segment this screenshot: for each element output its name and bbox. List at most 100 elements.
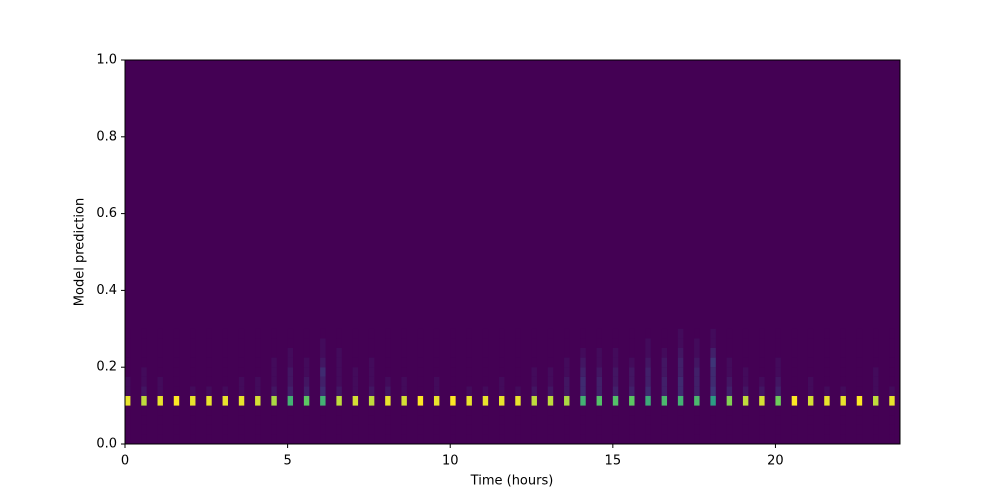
heatmap-cell xyxy=(368,348,375,358)
heatmap-cell xyxy=(255,367,261,377)
heatmap-cell xyxy=(856,415,863,425)
heatmap-cell xyxy=(547,424,554,435)
heatmap-cell xyxy=(515,415,521,425)
heatmap-cell xyxy=(531,434,537,444)
heatmap-cell xyxy=(775,396,781,406)
heatmap-cell xyxy=(255,396,261,406)
heatmap-cell xyxy=(417,338,424,348)
heatmap-cell xyxy=(222,357,228,368)
heatmap-cell xyxy=(775,386,781,396)
heatmap-cell xyxy=(889,396,895,406)
heatmap-cell xyxy=(287,415,294,425)
heatmap-cell xyxy=(125,338,131,348)
heatmap-cell xyxy=(564,434,570,444)
heatmap-cell xyxy=(661,405,668,416)
heatmap-cell xyxy=(596,396,602,406)
heatmap-cell xyxy=(385,328,391,339)
heatmap-cell xyxy=(661,396,668,406)
heatmap-cell xyxy=(629,357,635,368)
heatmap-cell xyxy=(824,357,830,368)
heatmap-cell xyxy=(190,328,196,339)
heatmap-cell xyxy=(157,386,163,396)
heatmap-cell xyxy=(271,367,277,377)
heatmap-cell xyxy=(807,367,814,377)
heatmap-cell xyxy=(596,338,602,348)
heatmap-cell xyxy=(271,405,277,416)
heatmap-cell xyxy=(352,357,359,368)
heatmap-cell xyxy=(320,348,326,358)
heatmap-cell xyxy=(645,396,651,406)
heatmap-cell xyxy=(271,338,277,348)
heatmap-cell xyxy=(417,434,424,444)
heatmap-cell xyxy=(807,376,814,387)
heatmap-cell xyxy=(271,376,277,387)
heatmap-cell xyxy=(271,424,277,435)
heatmap-cell xyxy=(433,348,440,358)
heatmap-cell xyxy=(612,328,619,339)
heatmap-cell xyxy=(141,405,147,416)
heatmap-cell xyxy=(759,367,765,377)
heatmap-cell xyxy=(547,415,554,425)
heatmap-cell xyxy=(336,396,342,406)
heatmap-cell xyxy=(417,424,424,435)
heatmap-cell xyxy=(287,405,294,416)
heatmap-cell xyxy=(320,415,326,425)
heatmap-cell xyxy=(352,376,359,387)
heatmap-cell xyxy=(515,328,521,339)
heatmap-cell xyxy=(499,376,505,387)
heatmap-cell xyxy=(759,376,765,387)
heatmap-cell xyxy=(417,367,424,377)
heatmap-cell xyxy=(889,434,895,444)
heatmap-cell xyxy=(303,376,310,387)
heatmap-cell xyxy=(775,424,781,435)
x-axis-label: Time (hours) xyxy=(470,474,554,489)
heatmap-cell xyxy=(515,386,521,396)
heatmap-cell xyxy=(320,434,326,444)
heatmap-cell xyxy=(222,338,228,348)
heatmap-cell xyxy=(856,357,863,368)
heatmap-cell xyxy=(515,405,521,416)
heatmap-cell xyxy=(401,386,407,396)
heatmap-cell xyxy=(710,405,716,416)
heatmap-cell xyxy=(336,415,342,425)
heatmap-cell xyxy=(856,338,863,348)
heatmap-cell xyxy=(531,424,537,435)
heatmap-cell xyxy=(564,328,570,339)
heatmap-cell xyxy=(889,357,895,368)
y-tick-label: 0.4 xyxy=(96,283,117,298)
heatmap-cell xyxy=(564,376,570,387)
heatmap-cell xyxy=(368,357,375,368)
heatmap-cell xyxy=(564,396,570,406)
heatmap-cell xyxy=(385,424,391,435)
heatmap-cell xyxy=(612,376,619,387)
heatmap-cell xyxy=(125,386,131,396)
heatmap-cell xyxy=(547,348,554,358)
heatmap-cell xyxy=(612,348,619,358)
heatmap-cell xyxy=(726,434,733,444)
heatmap-cell xyxy=(661,328,668,339)
heatmap-cell xyxy=(840,434,846,444)
heatmap-cell xyxy=(287,424,294,435)
heatmap-cell xyxy=(531,386,537,396)
heatmap-cell xyxy=(287,367,294,377)
heatmap-cell xyxy=(531,376,537,387)
x-tick-label: 20 xyxy=(767,454,784,469)
heatmap-cell xyxy=(336,424,342,435)
heatmap-cell xyxy=(873,396,879,406)
heatmap-cell xyxy=(824,434,830,444)
heatmap-cell xyxy=(807,338,814,348)
heatmap-cell xyxy=(645,405,651,416)
heatmap-cell xyxy=(694,405,700,416)
heatmap-cell xyxy=(694,396,700,406)
heatmap-cell xyxy=(661,424,668,435)
heatmap-cell xyxy=(499,434,505,444)
y-tick-label: 1.0 xyxy=(96,53,117,68)
heatmap-cell xyxy=(141,415,147,425)
heatmap-cell xyxy=(661,357,668,368)
heatmap-cell xyxy=(222,376,228,387)
heatmap-cell xyxy=(694,386,700,396)
heatmap-cell xyxy=(368,367,375,377)
heatmap-cell xyxy=(433,328,440,339)
heatmap-cell xyxy=(336,338,342,348)
heatmap-cell xyxy=(759,357,765,368)
